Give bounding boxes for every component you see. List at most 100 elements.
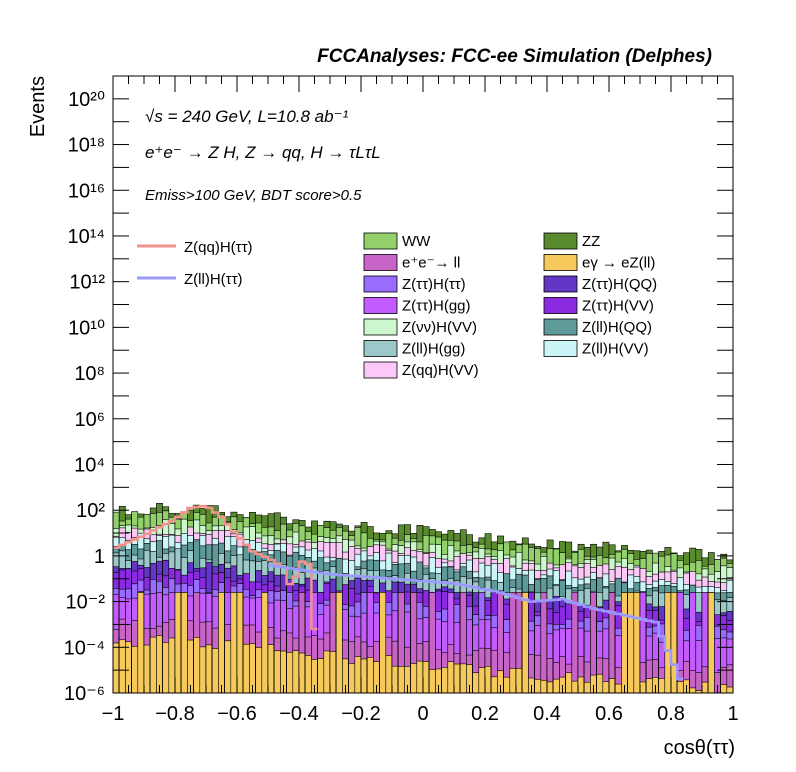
histogram-bin [211,505,219,694]
legend-label: Z(ττ)H(ττ) [402,276,466,293]
y-tick-label: 10¹⁴ [68,226,106,248]
histogram-bin [397,524,405,694]
stack-bar-3 [639,681,647,694]
stack-bar-3 [273,650,281,694]
histogram-bin [335,523,343,694]
stack-bar-3 [583,681,591,694]
x-tick-label: −1 [102,703,125,725]
stack-bar-3 [472,672,480,694]
y-tick-label: 10¹⁸ [68,135,105,157]
stack-bar-3 [453,663,461,694]
x-tick-label: −0.8 [155,703,194,725]
histogram-bin [193,504,201,694]
histogram-bin [546,539,554,694]
stack-bar-3 [218,592,225,694]
histogram-bin [490,541,498,694]
histogram-bin [304,526,312,694]
stack-bar-3 [162,642,170,694]
stack-bar-3 [354,656,362,694]
histogram-bin [162,506,170,694]
histogram-bin [707,552,715,694]
stack-bar-3 [236,592,244,694]
histogram-bin [614,550,622,694]
y-tick-label: 10¹⁶ [68,180,105,202]
chart-title: FCCAnalyses: FCC-ee Simulation (Delphes) [317,46,712,67]
stack-bar-3 [292,650,300,694]
histogram-bin [701,557,709,694]
stack-bar-3 [193,636,201,694]
histogram-bin [528,543,535,694]
x-tick-label: 0.6 [595,703,623,725]
histogram-bin [280,516,287,694]
stack-bar-3 [267,644,275,694]
histogram-bin [590,543,597,694]
legend-label: eγ → eZ(ll) [582,255,655,272]
energy-lumi-label: √s = 240 GeV, L=10.8 ab⁻¹ [145,107,349,126]
legend-label: Z(ττ)H(QQ) [582,276,657,293]
stack-bar-3 [614,683,622,694]
stack-bar-2 [695,672,703,694]
signal-line-1 [268,564,684,681]
stack-bar-3 [422,661,430,694]
histogram-bin [118,506,126,694]
stack-bar-3 [571,680,579,694]
histogram-bin [441,533,449,694]
stack-bar-3 [385,655,393,694]
histogram-bin [422,526,430,694]
stack-bar-3 [397,665,405,694]
stack-bar-3 [565,672,573,694]
stack-bar-3 [577,676,585,694]
stack-bar-3 [596,673,604,694]
histogram-bin [230,511,238,694]
y-tick-label: 10⁶ [75,409,105,431]
histogram-bin [596,546,604,694]
stack-bar-3 [180,592,188,694]
histogram-bin [416,525,424,694]
stack-bar-3 [255,647,263,694]
x-tick-label: 0.4 [533,703,561,725]
stack-bar-3 [602,681,610,694]
histogram-bin [125,514,132,694]
histogram-bin [565,541,573,694]
stack-bar-3 [546,681,554,694]
stack-bar-3 [645,678,653,694]
histogram-bin [391,533,399,694]
stack-bar-3 [478,667,486,694]
legend-swatch [543,340,578,357]
y-tick-label: 10⁻² [66,592,106,614]
histogram-bin [571,550,579,694]
histogram-bin [187,509,194,694]
histogram-bin [323,520,331,694]
legend: Z(qq)H(ττ) Z(ll)H(ττ) WW ZZ e⁺e⁻→ ll eγ → eZ(… [137,232,657,379]
stack-bar-3 [137,592,145,694]
histogram-bin [156,502,163,694]
histogram-bin [255,514,263,694]
stack-bar-3 [261,592,269,694]
y-tick-label: 10⁻⁶ [64,683,105,705]
stack-bar-3 [224,640,232,694]
histogram-bin [366,526,374,694]
legend-label: ZZ [582,233,600,250]
histogram-bin [670,552,678,694]
histogram-bin [174,513,182,694]
histogram-bin [143,514,151,694]
histogram-bin [621,545,628,694]
legend-swatch [543,232,578,250]
stack-bar-3 [174,592,182,694]
stack-bar-3 [131,646,139,694]
stack-bar-3 [428,669,436,694]
histogram-bin [689,547,697,694]
histogram-bin [286,523,294,694]
stack-bar-3 [459,663,467,694]
histogram-bin [695,549,703,694]
legend-label: Z(ll)H(ττ) [184,271,243,288]
histogram-bin [459,529,467,694]
x-tick-label: 0.8 [657,703,685,725]
histogram-bin [497,535,504,694]
legend-swatch [543,275,578,293]
histogram-bin [249,512,256,694]
stack-bar-2 [608,592,616,694]
stack-bar-3 [391,665,399,694]
histogram-bin [472,541,480,694]
legend-label: Z(ll)H(VV) [582,341,649,358]
